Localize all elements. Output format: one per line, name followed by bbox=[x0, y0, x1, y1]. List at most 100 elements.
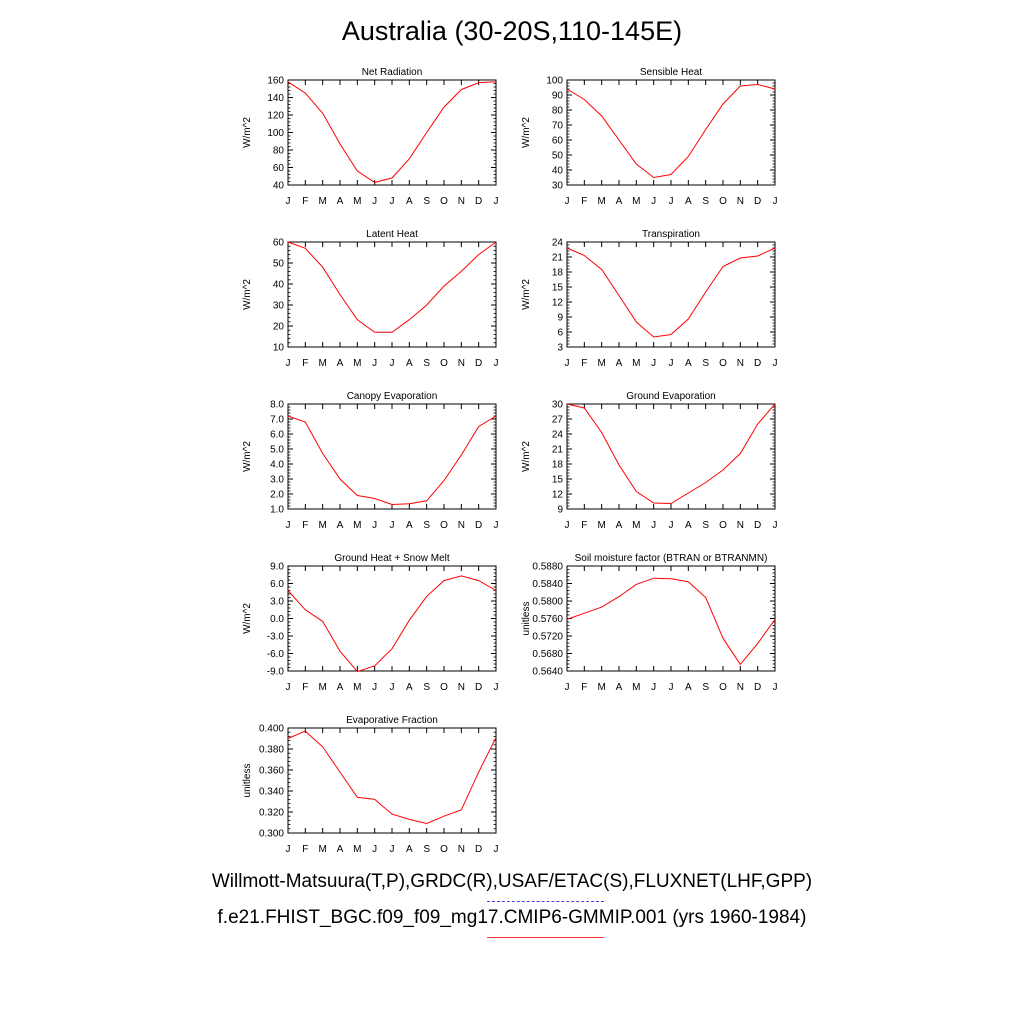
y-tick-label: 12 bbox=[552, 298, 564, 309]
y-axis-label: W/m^2 bbox=[521, 279, 532, 310]
x-tick-label: J bbox=[372, 196, 377, 207]
x-tick-label: O bbox=[719, 682, 727, 693]
chart-title: Sensible Heat bbox=[640, 67, 702, 78]
y-tick-label: 60 bbox=[273, 238, 285, 249]
x-tick-label: S bbox=[702, 520, 709, 531]
y-tick-label: 9.0 bbox=[270, 562, 284, 573]
y-tick-label: 0.5720 bbox=[532, 632, 563, 643]
plot-frame bbox=[566, 403, 776, 510]
x-tick-label: J bbox=[494, 358, 499, 369]
x-tick-label: J bbox=[651, 682, 656, 693]
y-tick-label: 0.400 bbox=[259, 724, 284, 735]
y-tick-label: 120 bbox=[267, 111, 284, 122]
x-tick-label: A bbox=[406, 682, 413, 693]
y-tick-label: 18 bbox=[552, 460, 564, 471]
y-tick-label: 0.380 bbox=[259, 745, 284, 756]
y-axis-label: W/m^2 bbox=[242, 441, 253, 472]
x-tick-label: O bbox=[719, 196, 727, 207]
x-tick-label: J bbox=[494, 844, 499, 855]
x-tick-label: M bbox=[318, 844, 326, 855]
x-tick-label: O bbox=[440, 682, 448, 693]
x-tick-label: A bbox=[685, 682, 692, 693]
x-tick-label: J bbox=[669, 358, 674, 369]
x-tick-label: F bbox=[581, 358, 587, 369]
x-tick-label: J bbox=[390, 520, 395, 531]
chart-panel-7: Ground Heat + Snow Melt W/m^2 -9.0 -6.0 -3.0… bbox=[242, 553, 499, 693]
y-tick-label: 100 bbox=[546, 76, 563, 87]
x-tick-label: J bbox=[773, 196, 778, 207]
x-tick-label: D bbox=[475, 358, 482, 369]
chart-panel-5: Canopy Evaporation W/m^2 1.0 2.0 3.0 4.0 5.0 6.… bbox=[242, 391, 499, 531]
x-tick-label: O bbox=[440, 196, 448, 207]
legend-obs-swatch bbox=[487, 901, 604, 902]
x-tick-label: F bbox=[302, 844, 308, 855]
x-tick-label: J bbox=[669, 196, 674, 207]
x-tick-label: J bbox=[669, 682, 674, 693]
y-tick-label: 12 bbox=[552, 490, 564, 501]
plot-frame bbox=[566, 565, 776, 672]
y-tick-label: 0.5680 bbox=[532, 649, 563, 660]
x-tick-label: J bbox=[390, 358, 395, 369]
x-tick-label: J bbox=[286, 682, 291, 693]
x-tick-label: J bbox=[494, 520, 499, 531]
x-tick-label: A bbox=[616, 196, 623, 207]
y-tick-label: 60 bbox=[552, 136, 564, 147]
x-tick-label: N bbox=[458, 196, 465, 207]
x-tick-label: N bbox=[737, 682, 744, 693]
x-tick-label: F bbox=[581, 682, 587, 693]
chart-title: Evaporative Fraction bbox=[346, 715, 438, 726]
x-tick-label: N bbox=[458, 682, 465, 693]
y-tick-label: 6.0 bbox=[270, 430, 284, 441]
y-tick-label: 0.0 bbox=[270, 614, 284, 625]
y-tick-label: 80 bbox=[273, 146, 285, 157]
x-tick-label: M bbox=[632, 196, 640, 207]
x-tick-label: J bbox=[494, 196, 499, 207]
x-tick-label: F bbox=[581, 520, 587, 531]
y-tick-label: 9 bbox=[557, 505, 563, 516]
y-tick-label: 90 bbox=[552, 91, 564, 102]
y-tick-label: 15 bbox=[552, 475, 564, 486]
x-tick-label: O bbox=[440, 520, 448, 531]
x-tick-label: A bbox=[337, 196, 344, 207]
x-tick-label: S bbox=[702, 682, 709, 693]
y-tick-label: 21 bbox=[552, 445, 564, 456]
x-tick-label: J bbox=[286, 358, 291, 369]
y-tick-label: 50 bbox=[552, 151, 564, 162]
x-tick-label: S bbox=[423, 682, 430, 693]
x-tick-label: D bbox=[754, 520, 761, 531]
x-tick-label: J bbox=[669, 520, 674, 531]
legend-model-swatch bbox=[487, 937, 604, 938]
y-tick-label: 140 bbox=[267, 93, 284, 104]
x-tick-label: A bbox=[406, 196, 413, 207]
x-tick-label: J bbox=[565, 196, 570, 207]
y-axis-label: W/m^2 bbox=[242, 279, 253, 310]
legend-model-label: f.e21.FHIST_BGC.f09_f09_mg17.CMIP6-GMMIP… bbox=[217, 907, 807, 928]
y-tick-label: 6.0 bbox=[270, 579, 284, 590]
x-tick-label: D bbox=[475, 196, 482, 207]
x-tick-label: M bbox=[632, 358, 640, 369]
x-tick-label: F bbox=[302, 682, 308, 693]
x-tick-label: N bbox=[458, 520, 465, 531]
x-tick-label: S bbox=[702, 358, 709, 369]
x-tick-label: A bbox=[406, 844, 413, 855]
series-line-1 bbox=[566, 83, 776, 179]
y-tick-label: 20 bbox=[273, 322, 285, 333]
y-tick-label: 30 bbox=[273, 301, 285, 312]
y-axis-label: W/m^2 bbox=[242, 117, 253, 148]
x-tick-label: D bbox=[754, 358, 761, 369]
y-tick-label: 50 bbox=[273, 259, 285, 270]
x-tick-label: O bbox=[719, 520, 727, 531]
x-tick-label: M bbox=[318, 520, 326, 531]
series-line-1 bbox=[566, 403, 776, 505]
y-tick-label: 4.0 bbox=[270, 460, 284, 471]
x-tick-label: S bbox=[423, 844, 430, 855]
x-tick-label: D bbox=[475, 520, 482, 531]
series-line-1 bbox=[566, 577, 776, 666]
x-tick-label: J bbox=[773, 682, 778, 693]
y-tick-label: 21 bbox=[552, 253, 564, 264]
y-tick-label: 40 bbox=[273, 280, 285, 291]
y-tick-label: 1.0 bbox=[270, 505, 284, 516]
